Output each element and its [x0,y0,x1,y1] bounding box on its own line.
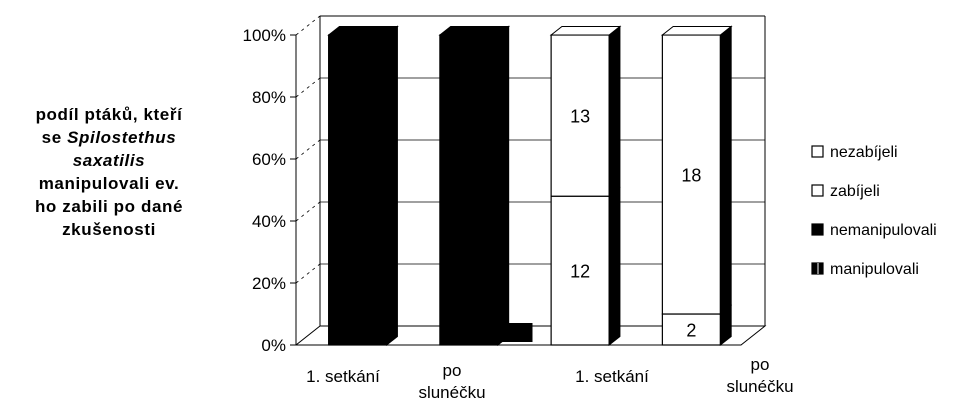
y-axis-title-line: se Spilostethus [0,126,218,149]
legend-label: zabíjeli [830,183,880,200]
gridline-diagonal [295,139,321,160]
bar-top [660,25,733,36]
x-category-label: 1. setkání [306,367,380,386]
floor-shadow [467,323,533,342]
bar-top [327,25,399,36]
gridline-diagonal [295,77,321,98]
bar-side [608,186,621,347]
y-axis-title-text: manipulovali ev. [38,174,180,193]
legend-swatch-white [811,145,824,158]
bar-segment [661,313,721,346]
data-label: 13 [570,107,590,127]
bar-side [608,25,621,198]
legend-swatch-black [811,223,824,236]
bar-side [497,25,510,347]
y-axis-title-line: podíl ptáků, kteří [0,103,218,126]
bar-segment [328,34,388,346]
bar-side [386,25,398,347]
gridline-diagonal [295,263,321,284]
legend-label: nemanipulovali [830,222,937,239]
y-axis-title: podíl ptáků, kteří se Spilostethus saxatil… [0,103,218,241]
gridline-diagonal [295,15,321,36]
y-axis-title-line: manipulovali ev. [0,172,218,195]
bar-segment [550,34,610,197]
y-axis-title-text: se [41,128,68,147]
legend-swatch-white [811,184,824,197]
data-label: 12 [570,262,590,282]
y-axis-title-text: Spilostethus [67,128,177,147]
x-category-label: 1. setkání [575,367,649,386]
x-category-label: slunéčku [726,377,793,396]
bar-top [549,25,622,36]
y-tick-label: 0% [261,336,286,355]
bar-top [438,25,511,36]
y-tick-label: 40% [252,212,286,231]
bar-segment [439,34,499,346]
y-axis-title-text: saxatilis [72,151,146,170]
y-tick-label: 60% [252,150,286,169]
x-category-label: po [443,361,462,380]
y-axis-title-line: saxatilis [0,149,218,172]
y-axis-title-text: zkušenosti [62,220,156,239]
x-category-label: slunéčku [418,383,485,402]
bar-side [719,25,732,316]
data-label: 18 [681,166,701,186]
y-axis-title-text: ho zabili po dané [34,197,184,216]
y-tick-label: 80% [252,88,286,107]
y-tick-label: 20% [252,274,286,293]
legend-label: nezabíjeli [830,144,898,161]
gridline-diagonal [295,201,321,222]
bar-segment [661,34,721,315]
y-axis-title-text: podíl ptáků, kteří [35,105,183,124]
x-category-label: po [751,355,770,374]
legend-label: manipulovali [830,261,919,278]
y-axis-title-line: zkušenosti [0,218,218,241]
y-tick-label: 100% [243,26,286,45]
data-label: 2 [686,321,696,341]
y-axis-title-line: ho zabili po dané [0,195,218,218]
